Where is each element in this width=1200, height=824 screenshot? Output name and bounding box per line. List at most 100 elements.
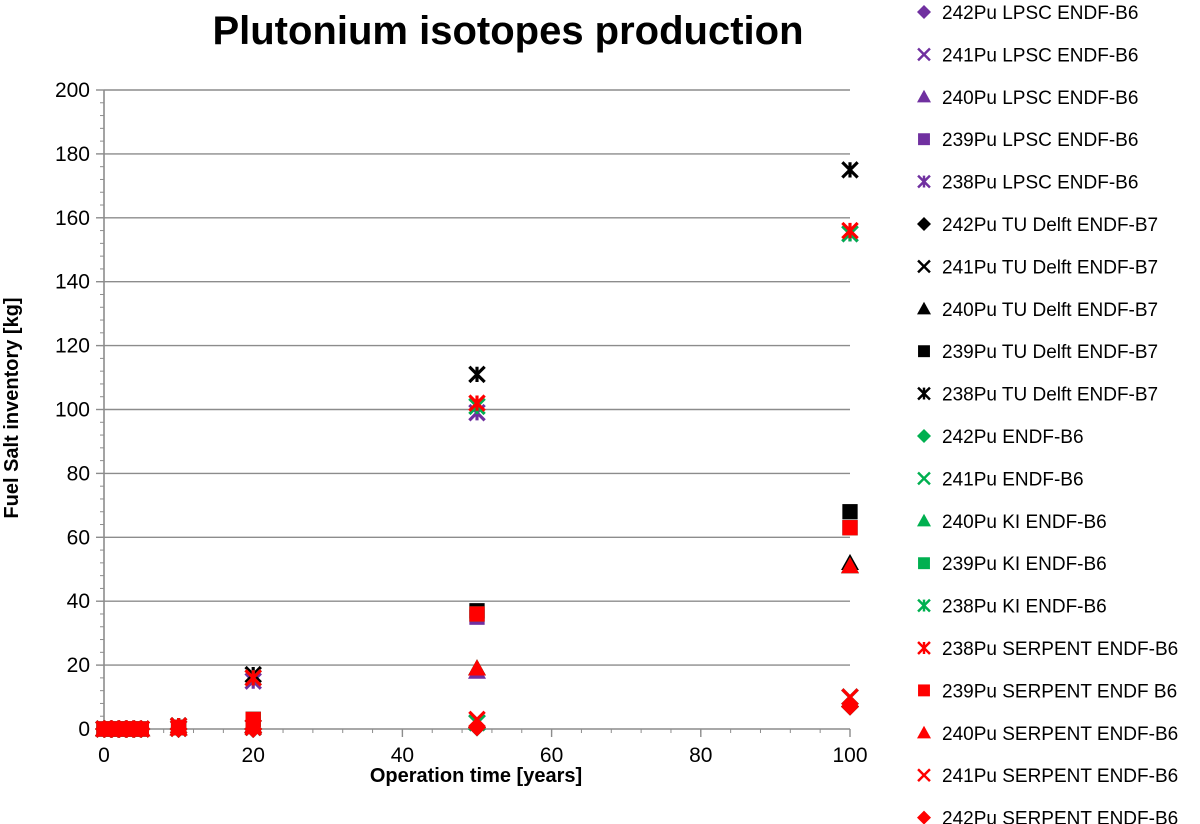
x-tick-label: 100 (832, 744, 867, 767)
legend-marker (917, 810, 931, 824)
y-tick-label: 80 (67, 462, 90, 485)
x-tick-label: 0 (98, 744, 110, 767)
legend-item: 238Pu KI ENDF-B6 (917, 597, 1107, 618)
legend-item: 242Pu TU Delft ENDF-B7 (917, 215, 1158, 236)
data-point (468, 365, 486, 384)
legend-item: 242Pu ENDF-B6 (917, 427, 1084, 448)
y-tick-label: 20 (67, 654, 90, 677)
x-tick-label: 60 (540, 744, 563, 767)
y-tick-label: 160 (55, 207, 90, 230)
legend-marker (918, 557, 930, 570)
legend-label: 239Pu TU Delft ENDF-B7 (942, 342, 1158, 363)
y-tick-label: 200 (55, 79, 90, 102)
legend-marker (918, 684, 930, 697)
data-point (244, 669, 262, 687)
legend-label: 239Pu LPSC ENDF-B6 (942, 130, 1138, 151)
data-point (841, 697, 859, 716)
legend-marker (917, 641, 931, 655)
y-tick-label: 0 (78, 718, 90, 741)
legend-item: 240Pu TU Delft ENDF-B7 (917, 300, 1158, 321)
legend-marker (917, 471, 931, 486)
legend-marker (917, 174, 931, 189)
legend-item: 238Pu TU Delft ENDF-B7 (917, 385, 1158, 406)
legend-label: 242Pu SERPENT ENDF-B6 (942, 809, 1178, 824)
legend-marker (917, 725, 931, 739)
axes (96, 89, 851, 737)
legend-label: 242Pu TU Delft ENDF-B7 (942, 215, 1158, 236)
legend-item: 240Pu SERPENT ENDF-B6 (917, 724, 1178, 745)
legend-label: 240Pu KI ENDF-B6 (942, 512, 1107, 533)
legend-item: 239Pu LPSC ENDF-B6 (918, 130, 1138, 151)
legend-label: 239Pu SERPENT ENDF B6 (942, 681, 1177, 702)
data-point (244, 720, 263, 738)
legend-label: 240Pu SERPENT ENDF-B6 (942, 724, 1178, 745)
legend-item: 238Pu LPSC ENDF-B6 (917, 173, 1138, 194)
legend-item: 239Pu KI ENDF-B6 (918, 554, 1107, 575)
legend-marker (917, 301, 931, 315)
legend-label: 241Pu ENDF-B6 (942, 469, 1084, 490)
data-points (95, 161, 859, 738)
y-tick-label: 180 (55, 143, 90, 166)
data-point (468, 718, 486, 737)
legend-label: 242Pu ENDF-B6 (942, 427, 1084, 448)
legend-item: 241Pu LPSC ENDF-B6 (917, 45, 1138, 66)
legend-label: 238Pu SERPENT ENDF-B6 (942, 639, 1178, 660)
data-point (468, 659, 486, 676)
legend-item: 241Pu ENDF-B6 (917, 469, 1084, 490)
data-point (842, 520, 858, 536)
data-point (469, 606, 485, 622)
legend-item: 239Pu SERPENT ENDF B6 (918, 681, 1177, 702)
data-point (468, 394, 486, 412)
y-tick-label: 60 (67, 526, 90, 549)
y-tick-label: 140 (55, 271, 90, 294)
legend-label: 240Pu LPSC ENDF-B6 (942, 88, 1138, 109)
legend-item: 242Pu LPSC ENDF-B6 (917, 3, 1138, 24)
data-point (132, 720, 151, 738)
legend-label: 241Pu SERPENT ENDF-B6 (942, 766, 1178, 787)
data-point (841, 688, 859, 706)
legend-label: 238Pu LPSC ENDF-B6 (942, 173, 1138, 194)
legend-label: 241Pu LPSC ENDF-B6 (942, 45, 1138, 66)
legend-label: 240Pu TU Delft ENDF-B7 (942, 300, 1158, 321)
y-tick-label: 120 (55, 335, 90, 358)
legend-label: 238Pu KI ENDF-B6 (942, 597, 1107, 618)
data-point (841, 221, 859, 240)
legend: 242Pu LPSC ENDF-B6 241Pu LPSC ENDF-B6 240P… (917, 3, 1178, 824)
legend-item: 238Pu SERPENT ENDF-B6 (917, 639, 1178, 660)
legend-marker (917, 259, 931, 274)
y-axis-label: Fuel Salt inventory [kg] (1, 297, 23, 518)
data-point (841, 161, 859, 179)
legend-marker (917, 47, 931, 62)
data-point (842, 504, 858, 520)
legend-marker (917, 513, 931, 527)
x-tick-label: 20 (242, 744, 265, 767)
legend-label: 241Pu TU Delft ENDF-B7 (942, 257, 1158, 278)
legend-marker (917, 429, 931, 443)
legend-label: 242Pu LPSC ENDF-B6 (942, 3, 1138, 24)
y-tick-label: 40 (67, 590, 90, 613)
legend-item: 242Pu SERPENT ENDF-B6 (917, 809, 1178, 824)
legend-item: 241Pu TU Delft ENDF-B7 (917, 257, 1158, 278)
y-tick-label: 100 (55, 399, 90, 422)
x-axis-label: Operation time [years] (370, 765, 582, 787)
legend-marker (917, 598, 931, 613)
legend-marker (918, 133, 930, 146)
legend-label: 239Pu KI ENDF-B6 (942, 554, 1107, 575)
legend-label: 238Pu TU Delft ENDF-B7 (942, 385, 1158, 406)
x-tick-label: 40 (391, 744, 414, 767)
legend-item: 240Pu KI ENDF-B6 (917, 512, 1107, 533)
tick-labels: 0 20 40 60 80 100 120 140 160 180 200 0 20 40 60 80 100 (55, 79, 868, 767)
data-point (169, 720, 188, 738)
legend-marker (917, 768, 931, 783)
chart-title: Plutonium isotopes production (212, 9, 803, 53)
x-tick-label: 80 (689, 744, 712, 767)
legend-marker (917, 217, 931, 231)
legend-marker (917, 89, 931, 103)
legend-item: 239Pu TU Delft ENDF-B7 (918, 342, 1158, 363)
legend-item: 240Pu LPSC ENDF-B6 (917, 88, 1138, 109)
legend-marker (918, 345, 930, 358)
legend-item: 241Pu SERPENT ENDF-B6 (917, 766, 1178, 787)
legend-marker (917, 386, 931, 401)
legend-marker (917, 5, 931, 19)
